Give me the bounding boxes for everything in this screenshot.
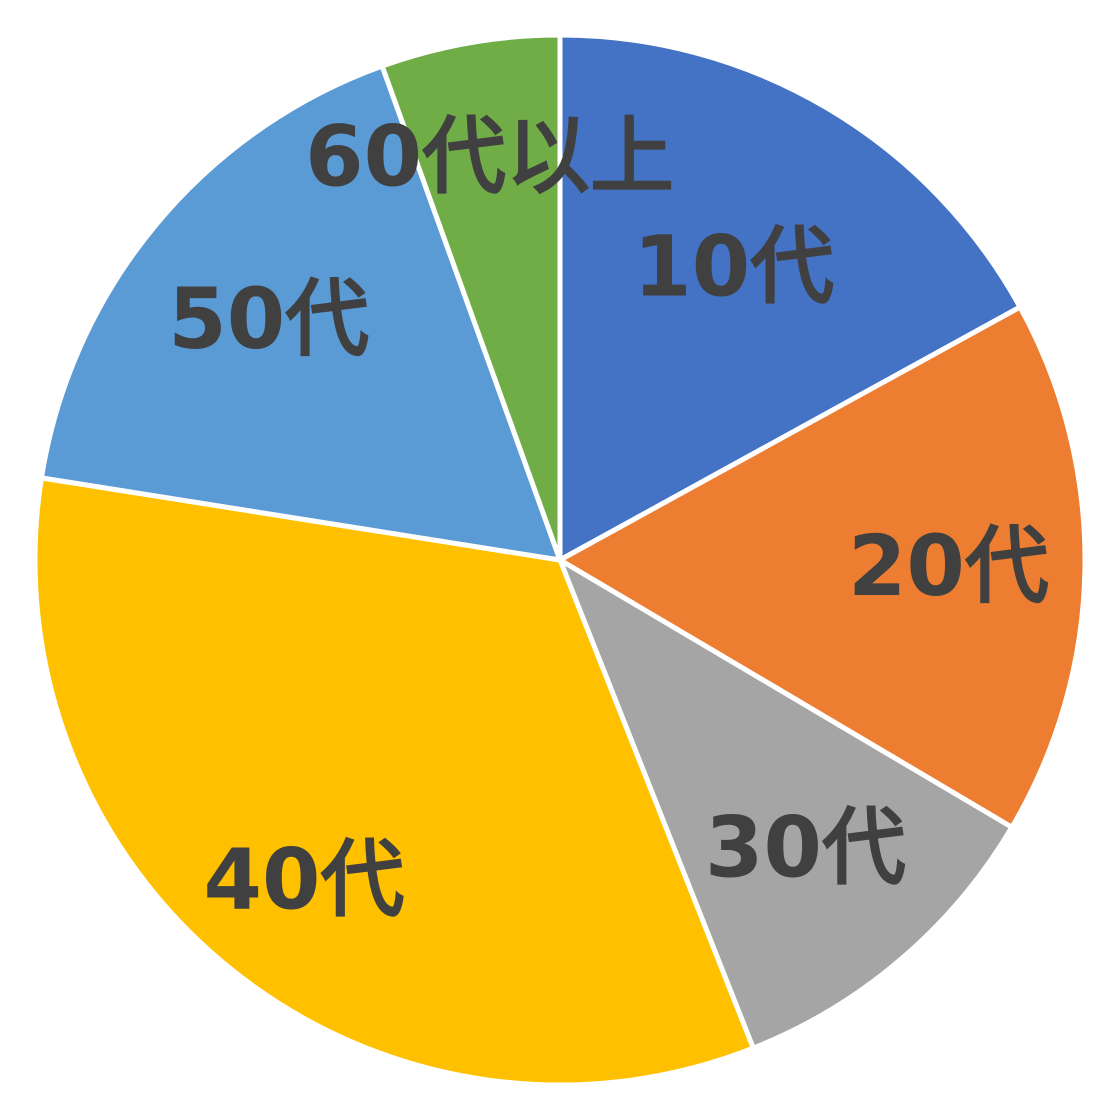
slice-label-5: 50代	[168, 270, 369, 368]
pie-slice-2	[557, 304, 1088, 830]
pie-slice-3	[557, 557, 1015, 1051]
slice-label-6: 60代以上	[305, 108, 674, 206]
pie-slice-6	[379, 32, 563, 563]
slice-label-2: 20代	[848, 517, 1049, 615]
slice-label-4: 40代	[204, 831, 405, 929]
pie-labels: 10代 20代 30代 40代 50代 60代以上	[168, 108, 1049, 929]
pie-slice-5	[38, 63, 563, 563]
pie-slices	[32, 32, 1088, 1088]
slice-label-3: 30代	[705, 798, 906, 896]
slice-label-1: 10代	[633, 217, 834, 315]
pie-slice-4	[32, 475, 756, 1088]
pie-slice-1	[557, 32, 1023, 563]
